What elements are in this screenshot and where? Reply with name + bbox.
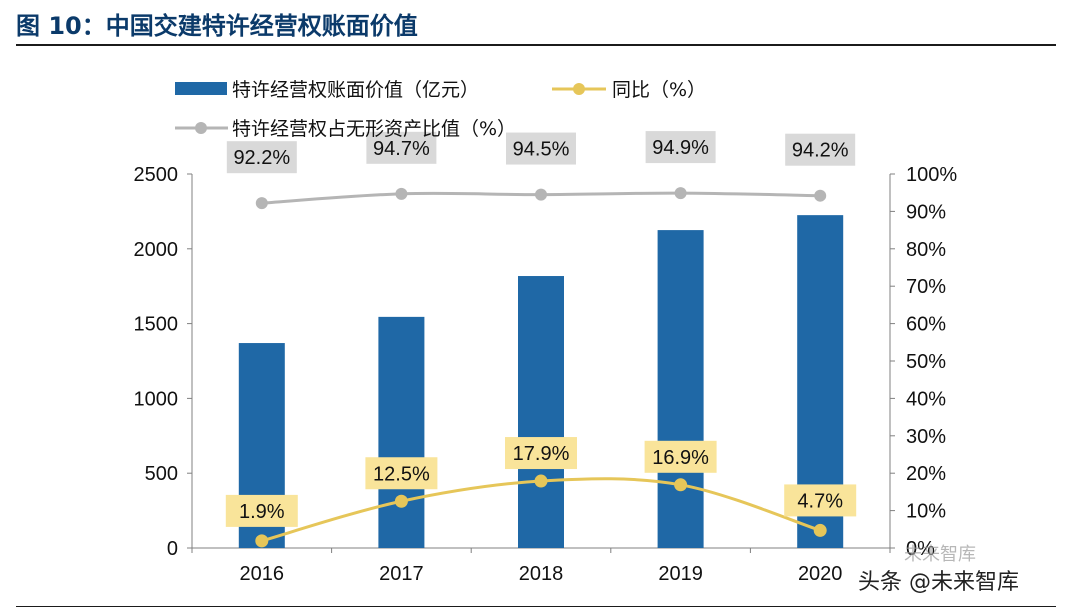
x-axis-tick-label: 2017 [379, 563, 424, 585]
right-axis-tick-label: 80% [906, 239, 946, 261]
yoy-point [674, 478, 688, 492]
x-axis-tick-label: 2016 [240, 563, 285, 585]
share-point [255, 197, 268, 210]
right-axis-tick-label: 90% [906, 201, 946, 223]
left-axis-tick-label: 0 [167, 538, 178, 560]
share-label-box [506, 132, 576, 165]
right-axis-tick-label: 30% [906, 426, 946, 448]
bar [518, 276, 564, 548]
yoy-point [813, 523, 827, 537]
legend-swatch-share-marker [195, 122, 207, 134]
legend-label-bar: 特许经营权账面价值（亿元） [232, 79, 479, 101]
right-axis-tick-label: 60% [906, 314, 946, 336]
right-axis-tick-label: 0% [906, 538, 935, 560]
share-label-box [226, 141, 297, 174]
share-data-label: 94.5% [513, 139, 570, 161]
share-point [395, 187, 408, 200]
share-point [814, 189, 827, 202]
legend-label-share: 特许经营权占无形资产比值（%） [232, 118, 516, 140]
yoy-data-label: 12.5% [373, 463, 430, 485]
yoy-data-label: 17.9% [513, 443, 570, 465]
watermark: 头条 @未来智库 [858, 570, 1019, 595]
right-axis-tick-label: 100% [906, 164, 957, 186]
left-axis-tick-label: 2000 [134, 239, 179, 261]
yoy-label-box [225, 494, 298, 527]
yoy-label-box [505, 437, 577, 470]
legend-swatch-bar [175, 82, 227, 95]
share-data-label: 94.7% [373, 138, 430, 160]
watermark-logo: 未来智库 [904, 544, 976, 565]
yoy-label-box [784, 484, 857, 517]
yoy-data-label: 1.9% [239, 501, 285, 523]
yoy-point [534, 474, 548, 488]
yoy-label-box [365, 457, 438, 490]
left-axis-tick-label: 2500 [134, 164, 179, 186]
yoy-data-label: 16.9% [652, 447, 709, 469]
share-label-box [645, 131, 716, 164]
title-rule [16, 44, 1056, 46]
yoy-point [255, 534, 269, 548]
share-data-label: 92.2% [233, 147, 290, 169]
left-axis-tick-label: 500 [145, 463, 178, 485]
figure-title: 图 10：中国交建特许经营权账面价值 [16, 12, 418, 40]
right-axis-tick-label: 10% [906, 501, 946, 523]
x-axis-tick-label: 2019 [658, 563, 703, 585]
share-data-label: 94.2% [792, 140, 849, 162]
right-axis-tick-label: 70% [906, 276, 946, 298]
bar [657, 230, 704, 548]
x-axis-tick-label: 2020 [798, 563, 843, 585]
x-axis-tick-label: 2018 [519, 563, 564, 585]
share-point [674, 187, 687, 200]
bar [378, 316, 425, 548]
share-label-box [366, 131, 437, 164]
right-axis-tick-label: 40% [906, 388, 946, 410]
yoy-point [394, 494, 408, 508]
right-axis-tick-label: 50% [906, 351, 946, 373]
left-axis-tick-label: 1000 [134, 388, 179, 410]
yoy-data-label: 4.7% [797, 490, 843, 512]
legend-swatch-yoy-marker [573, 83, 585, 95]
legend-label-yoy: 同比（%） [612, 79, 706, 101]
share-data-label: 94.9% [652, 137, 709, 159]
share-point [535, 188, 547, 201]
share-label-box [785, 133, 856, 166]
left-axis-tick-label: 1500 [134, 314, 179, 336]
bottom-rule [16, 606, 1056, 607]
right-axis-tick-label: 20% [906, 463, 946, 485]
yoy-label-box [644, 440, 717, 473]
